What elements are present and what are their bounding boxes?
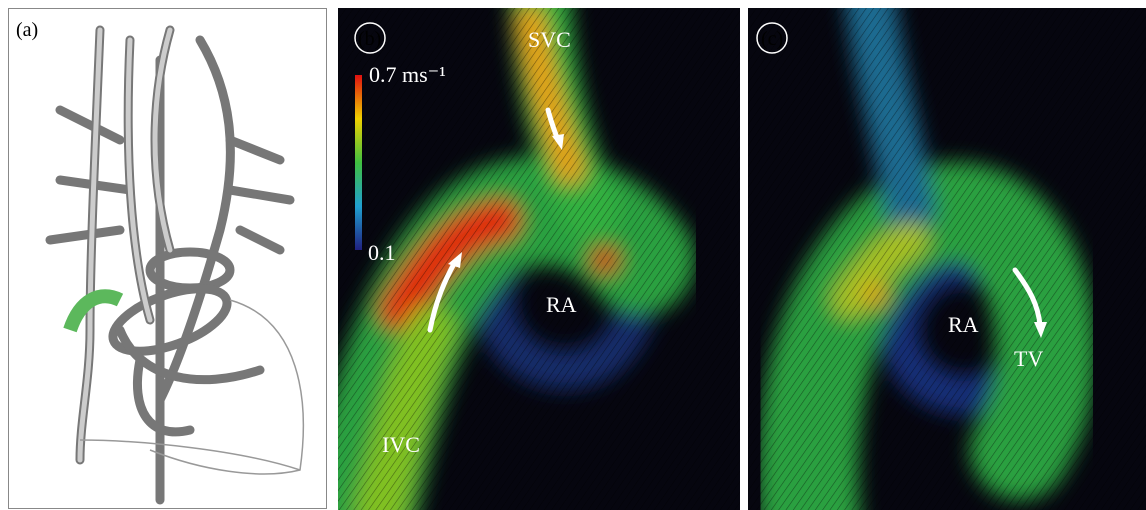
figure: (a) 0.7 ms⁻¹ 0.1 (b) SVC RA IVC — [0, 0, 1146, 510]
panel-c: (c) RA TV — [748, 0, 1146, 510]
panel-label: (b) — [358, 28, 381, 50]
page: (a) 0.7 ms⁻¹ 0.1 (b) SVC RA IVC — [0, 0, 1146, 510]
annotation: TV — [1014, 346, 1043, 371]
panel-a: (a) — [9, 9, 327, 509]
annotation: RA — [948, 312, 979, 337]
panel-b: 0.7 ms⁻¹ 0.1 (b) SVC RA IVC — [338, 0, 740, 510]
annotation: RA — [546, 292, 577, 317]
panel-label: (a) — [16, 19, 38, 41]
colorbar-min-label: 0.1 — [368, 240, 396, 265]
annotation: SVC — [528, 27, 571, 52]
panel-label: (c) — [761, 28, 783, 50]
colorbar — [355, 75, 362, 250]
colorbar-max-label: 0.7 ms⁻¹ — [369, 62, 446, 87]
annotation: IVC — [382, 432, 420, 457]
